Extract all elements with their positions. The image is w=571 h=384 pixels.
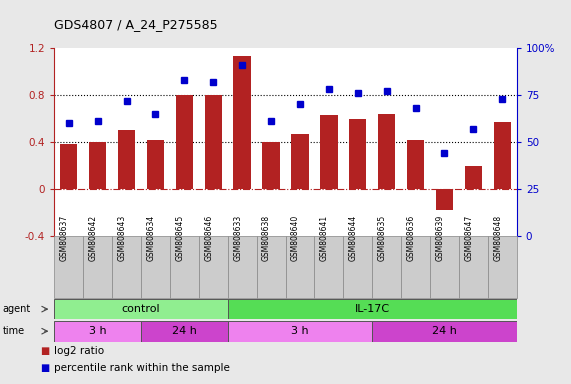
- Bar: [199, 236, 228, 298]
- Bar: [54, 299, 228, 319]
- Bar: [83, 236, 112, 298]
- Text: GSM808641: GSM808641: [320, 215, 329, 261]
- Bar: [228, 321, 372, 342]
- Bar: [372, 321, 517, 342]
- Text: GSM808648: GSM808648: [493, 215, 502, 261]
- Text: GSM808637: GSM808637: [60, 215, 69, 261]
- Text: GSM808647: GSM808647: [464, 215, 473, 261]
- Text: GSM808635: GSM808635: [377, 215, 387, 261]
- Bar: [465, 166, 482, 189]
- Bar: [349, 119, 367, 189]
- Text: 3 h: 3 h: [291, 326, 309, 336]
- Bar: [378, 114, 395, 189]
- Bar: [401, 236, 430, 298]
- Bar: [60, 144, 77, 189]
- Text: GSM808639: GSM808639: [436, 215, 444, 261]
- Bar: [343, 236, 372, 298]
- Bar: [228, 299, 517, 319]
- Text: GSM808634: GSM808634: [146, 215, 155, 261]
- Text: agent: agent: [3, 304, 31, 314]
- Bar: [54, 236, 83, 298]
- Bar: [256, 236, 286, 298]
- Text: GSM808645: GSM808645: [175, 215, 184, 261]
- Bar: [89, 142, 106, 189]
- Text: ■: ■: [40, 363, 49, 373]
- Bar: [407, 140, 424, 189]
- Bar: [320, 115, 337, 189]
- Bar: [493, 122, 511, 189]
- Text: control: control: [122, 304, 160, 314]
- Text: GSM808642: GSM808642: [89, 215, 98, 261]
- Text: GSM808633: GSM808633: [233, 215, 242, 261]
- Bar: [459, 236, 488, 298]
- Text: ■: ■: [40, 346, 49, 356]
- Bar: [54, 321, 141, 342]
- Text: GSM808640: GSM808640: [291, 215, 300, 261]
- Bar: [147, 140, 164, 189]
- Bar: [430, 236, 459, 298]
- Bar: [228, 236, 256, 298]
- Bar: [315, 236, 343, 298]
- Text: log2 ratio: log2 ratio: [54, 346, 104, 356]
- Text: GSM808643: GSM808643: [118, 215, 127, 261]
- Text: GSM808638: GSM808638: [262, 215, 271, 261]
- Text: GSM808644: GSM808644: [349, 215, 358, 261]
- Text: IL-17C: IL-17C: [355, 304, 390, 314]
- Text: GDS4807 / A_24_P275585: GDS4807 / A_24_P275585: [54, 18, 218, 31]
- Bar: [170, 236, 199, 298]
- Text: percentile rank within the sample: percentile rank within the sample: [54, 363, 230, 373]
- Bar: [141, 236, 170, 298]
- Bar: [176, 95, 193, 189]
- Bar: [436, 189, 453, 210]
- Bar: [234, 56, 251, 189]
- Bar: [112, 236, 141, 298]
- Bar: [291, 134, 309, 189]
- Bar: [141, 321, 228, 342]
- Text: GSM808636: GSM808636: [407, 215, 416, 261]
- Bar: [372, 236, 401, 298]
- Bar: [488, 236, 517, 298]
- Text: 3 h: 3 h: [89, 326, 106, 336]
- Bar: [204, 95, 222, 189]
- Bar: [118, 130, 135, 189]
- Text: 24 h: 24 h: [432, 326, 457, 336]
- Bar: [263, 142, 280, 189]
- Text: time: time: [3, 326, 25, 336]
- Bar: [286, 236, 315, 298]
- Text: 24 h: 24 h: [172, 326, 197, 336]
- Text: GSM808646: GSM808646: [204, 215, 213, 261]
